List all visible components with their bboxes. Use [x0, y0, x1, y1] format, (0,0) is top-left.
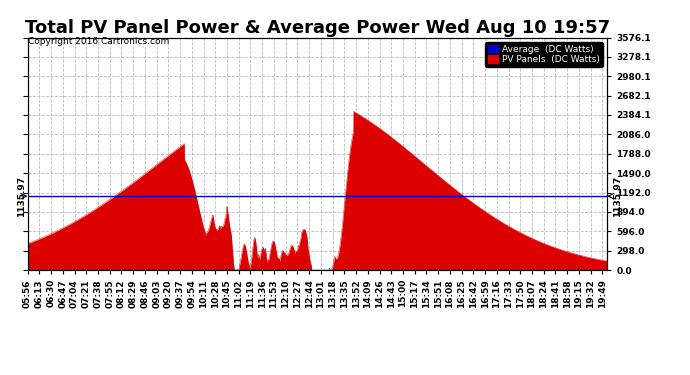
Title: Total PV Panel Power & Average Power Wed Aug 10 19:57: Total PV Panel Power & Average Power Wed… — [25, 20, 610, 38]
Legend: Average  (DC Watts), PV Panels  (DC Watts): Average (DC Watts), PV Panels (DC Watts) — [485, 42, 602, 67]
Text: Copyright 2016 Cartronics.com: Copyright 2016 Cartronics.com — [28, 38, 169, 46]
Text: 1135.97: 1135.97 — [613, 176, 622, 217]
Text: 1135.97: 1135.97 — [17, 176, 26, 217]
